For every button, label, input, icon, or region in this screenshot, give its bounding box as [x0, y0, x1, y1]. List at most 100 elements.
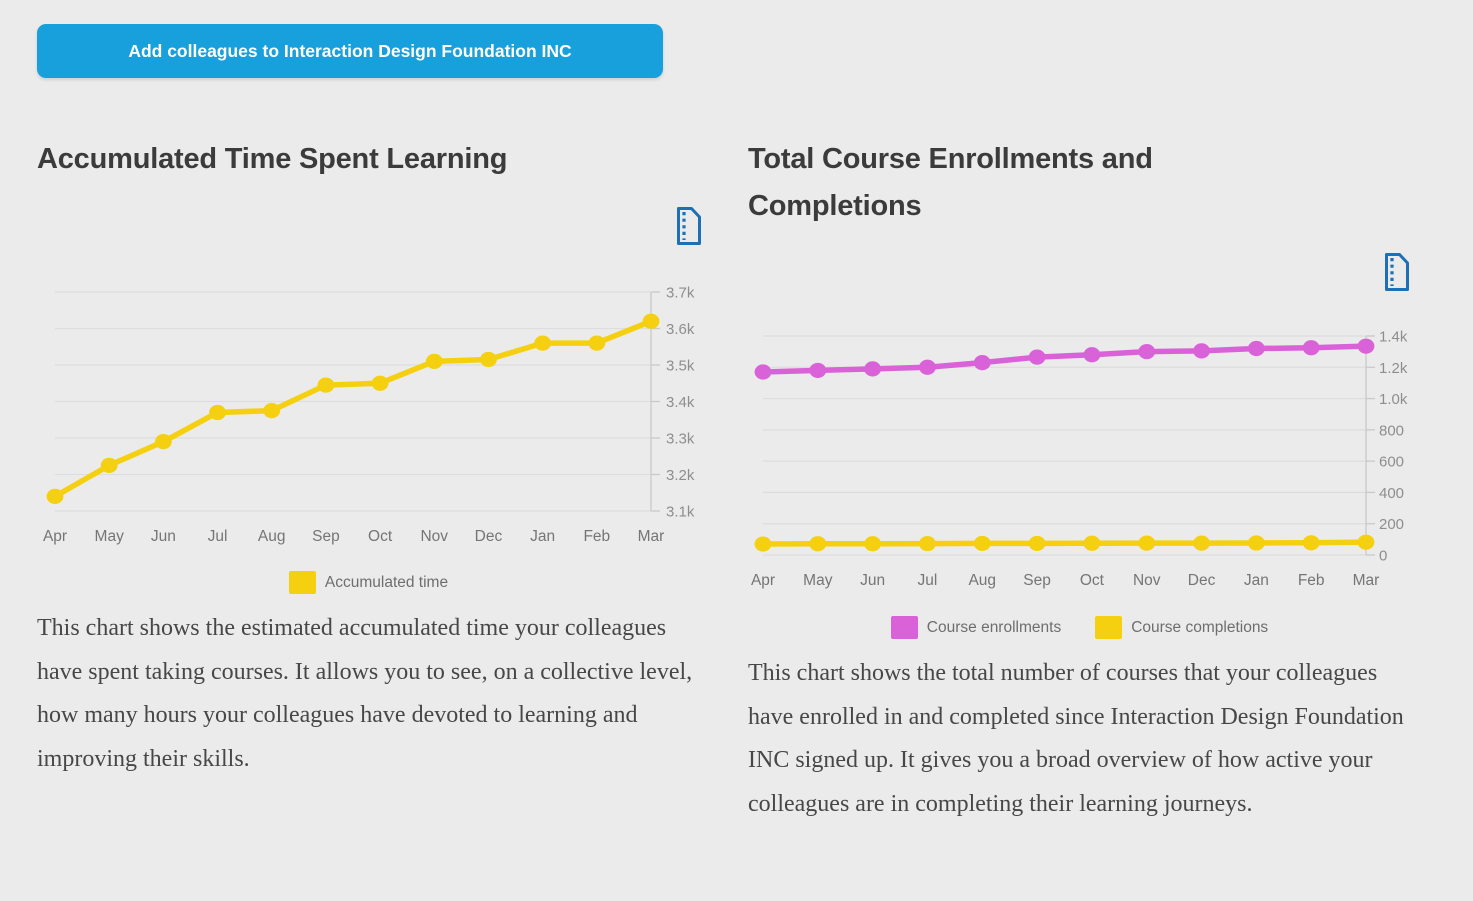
x-axis-label: Dec: [475, 528, 503, 545]
data-point-marker: [809, 536, 827, 552]
y-axis-tick-label: 800: [1379, 422, 1404, 439]
data-point-marker: [1302, 340, 1320, 356]
y-axis-tick-label: 3.6k: [666, 321, 695, 338]
series-line: [760, 539, 1369, 547]
data-point-marker: [1357, 338, 1375, 354]
y-axis-tick-label: 3.5k: [666, 358, 695, 375]
data-point-marker: [480, 351, 497, 368]
data-point-marker: [1028, 535, 1046, 552]
data-point-marker: [1247, 340, 1265, 357]
data-point-marker: [809, 362, 827, 379]
x-axis-label: Aug: [968, 572, 996, 589]
x-axis-label: Nov: [1133, 572, 1161, 589]
x-axis-label: Feb: [583, 528, 610, 545]
y-axis-tick-label: 0: [1379, 548, 1387, 565]
legend-item[interactable]: Course completions: [1095, 616, 1268, 639]
data-point-marker: [317, 377, 335, 393]
chart-svg: 3.7k 3.6k 3.5k 3.4k 3.3k 3.2k 3.1k Apr May Jun Jul…: [43, 285, 695, 546]
x-axis-label: Oct: [1080, 572, 1105, 589]
data-point-marker: [864, 536, 882, 552]
data-point-marker: [209, 404, 226, 421]
data-point-marker: [1083, 347, 1101, 363]
data-point-marker: [1193, 343, 1210, 359]
x-axis-label: Sep: [1023, 572, 1051, 589]
enrollments-completions-title: Total Course Enrollments and Completions: [748, 143, 1153, 222]
accumulated-time-legend: Accumulated time: [37, 571, 700, 594]
data-point-marker: [46, 488, 64, 504]
data-point-marker: [919, 359, 936, 375]
legend-item[interactable]: Course enrollments: [890, 616, 1062, 639]
data-point-marker: [864, 361, 882, 377]
data-point-marker: [1302, 535, 1320, 551]
y-axis-tick-label: 3.7k: [666, 285, 695, 302]
data-point-marker: [1357, 534, 1375, 550]
y-axis-tick-label: 1.0k: [1379, 391, 1408, 408]
y-axis-tick-label: 600: [1379, 454, 1404, 471]
legend-swatch: [288, 571, 316, 594]
add-colleagues-button[interactable]: Add colleagues to Interaction Design Fou…: [37, 24, 663, 78]
x-axis-label: Jun: [151, 528, 176, 545]
x-axis-label: Apr: [751, 572, 775, 589]
legend-item[interactable]: Accumulated time: [288, 571, 449, 594]
data-point-marker: [263, 403, 281, 419]
y-axis-tick-label: 1.2k: [1379, 360, 1408, 377]
x-axis-label: Mar: [1353, 572, 1380, 589]
data-point-marker: [973, 354, 991, 371]
x-axis-label: Feb: [1298, 572, 1325, 589]
data-point-marker: [100, 457, 118, 473]
data-point-marker: [1193, 535, 1210, 551]
data-point-marker: [425, 353, 443, 369]
data-point-marker: [642, 313, 660, 329]
x-axis-label: Jul: [208, 528, 228, 545]
data-point-marker: [1138, 344, 1156, 360]
accumulated-time-description: This chart shows the estimated accumulat…: [37, 615, 693, 772]
accumulated-time-title: Accumulated Time Spent Learning: [37, 143, 508, 175]
export-file-icon: [1385, 253, 1409, 291]
legend-label: Accumulated time: [324, 573, 449, 591]
data-point-marker: [1247, 535, 1265, 551]
y-axis-tick-label: 3.4k: [666, 394, 695, 411]
x-axis-label: Dec: [1188, 572, 1216, 589]
series-line: [760, 343, 1369, 375]
data-point-marker: [588, 335, 606, 351]
export-data-button-right[interactable]: [1382, 252, 1412, 292]
legend-swatch: [890, 616, 918, 639]
x-axis-label: Jun: [860, 572, 885, 589]
legend-label: Course enrollments: [926, 618, 1062, 636]
y-axis-tick-label: 1.4k: [1379, 329, 1408, 346]
data-point-marker: [1028, 349, 1046, 365]
x-axis-label: Apr: [43, 528, 67, 545]
data-point-marker: [1083, 535, 1101, 551]
data-point-marker: [754, 536, 772, 552]
legend-label: Course completions: [1131, 618, 1269, 636]
data-point-marker: [919, 535, 936, 552]
y-axis-tick-label: 3.1k: [666, 504, 695, 521]
x-axis-label: Nov: [420, 528, 448, 545]
data-point-marker: [754, 364, 772, 380]
data-point-marker: [973, 535, 991, 552]
y-axis-tick-label: 3.3k: [666, 431, 695, 448]
export-data-button-left[interactable]: [674, 206, 704, 246]
x-axis-label: Sep: [312, 528, 340, 545]
export-file-icon: [677, 207, 701, 245]
x-axis-label: Jan: [530, 528, 555, 545]
enrollments-completions-chart: 1.4k 1.2k 1.0k 800 600 400 200 0 Apr May Jun Jul Aug…: [748, 325, 1428, 593]
x-axis-label: May: [803, 572, 833, 589]
x-axis-label: May: [95, 528, 125, 545]
y-axis-tick-label: 200: [1379, 516, 1404, 533]
data-point-marker: [1138, 535, 1156, 551]
y-axis-tick-label: 400: [1379, 485, 1404, 502]
data-point-marker: [371, 375, 389, 391]
enrollments-completions-legend: Course enrollments Course completions: [748, 616, 1411, 639]
enrollments-completions-description: This chart shows the total number of cou…: [748, 660, 1404, 817]
x-axis-label: Aug: [258, 528, 286, 545]
x-axis-label: Jul: [918, 572, 938, 589]
data-point-marker: [534, 335, 552, 351]
x-axis-label: Jan: [1244, 572, 1269, 589]
y-axis-tick-label: 3.2k: [666, 467, 695, 484]
data-point-marker: [154, 434, 172, 450]
accumulated-time-chart: 3.7k 3.6k 3.5k 3.4k 3.3k 3.2k 3.1k Apr May Jun Jul…: [37, 280, 717, 550]
x-axis-label: Oct: [368, 528, 393, 545]
chart-svg: 1.4k 1.2k 1.0k 800 600 400 200 0 Apr May Jun Jul Aug…: [751, 329, 1408, 590]
